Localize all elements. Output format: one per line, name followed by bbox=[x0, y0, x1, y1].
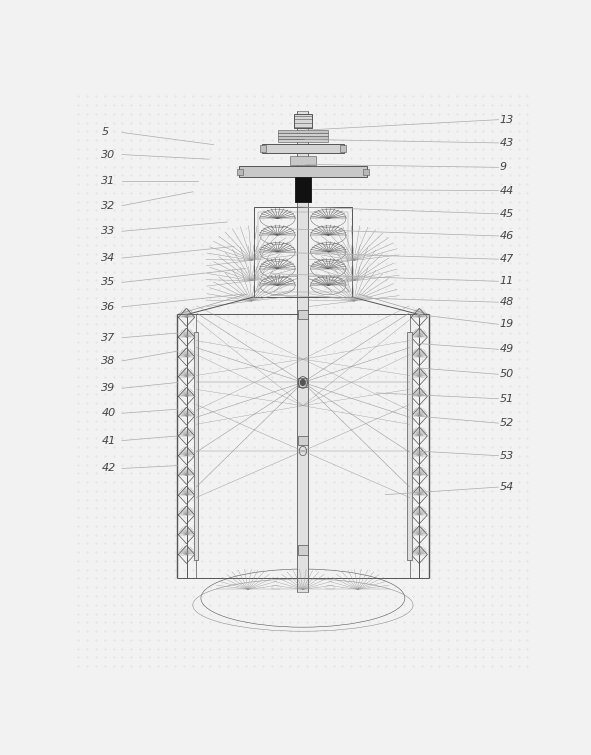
Text: 38: 38 bbox=[102, 356, 116, 366]
Text: 13: 13 bbox=[500, 115, 514, 125]
Text: 5: 5 bbox=[102, 128, 109, 137]
Bar bbox=[407, 332, 412, 560]
Text: 35: 35 bbox=[102, 277, 116, 288]
Text: 52: 52 bbox=[500, 418, 514, 428]
Text: 30: 30 bbox=[102, 149, 116, 159]
Text: 45: 45 bbox=[500, 209, 514, 219]
Text: 40: 40 bbox=[102, 408, 116, 418]
Text: 50: 50 bbox=[500, 369, 514, 379]
Bar bbox=[340, 145, 346, 152]
Bar bbox=[295, 177, 311, 202]
Bar bbox=[239, 166, 367, 177]
Text: 39: 39 bbox=[102, 384, 116, 393]
Bar bbox=[258, 211, 348, 292]
Text: 19: 19 bbox=[500, 319, 514, 329]
Text: 34: 34 bbox=[102, 253, 116, 263]
Bar bbox=[298, 310, 308, 319]
Text: 11: 11 bbox=[500, 276, 514, 286]
Text: 33: 33 bbox=[102, 226, 116, 236]
Bar bbox=[194, 332, 199, 560]
Text: 46: 46 bbox=[500, 231, 514, 241]
Circle shape bbox=[301, 380, 305, 385]
Text: 31: 31 bbox=[102, 176, 116, 186]
Bar bbox=[298, 436, 308, 445]
Text: 41: 41 bbox=[102, 436, 116, 445]
Text: 53: 53 bbox=[500, 451, 514, 461]
Text: 44: 44 bbox=[500, 186, 514, 196]
Text: 32: 32 bbox=[102, 201, 116, 211]
Bar bbox=[278, 130, 328, 133]
Bar bbox=[298, 378, 308, 387]
Bar bbox=[278, 136, 328, 139]
Text: 47: 47 bbox=[500, 254, 514, 264]
Text: 54: 54 bbox=[500, 482, 514, 492]
Bar bbox=[237, 169, 243, 175]
Bar bbox=[278, 139, 328, 142]
Bar bbox=[262, 144, 344, 153]
Text: 9: 9 bbox=[500, 162, 507, 172]
Text: 37: 37 bbox=[102, 333, 116, 343]
Bar bbox=[298, 545, 308, 554]
Bar bbox=[290, 156, 316, 165]
Text: 42: 42 bbox=[102, 464, 116, 473]
Text: 48: 48 bbox=[500, 297, 514, 307]
Bar bbox=[260, 145, 265, 152]
Bar bbox=[363, 169, 369, 175]
Text: 49: 49 bbox=[500, 344, 514, 354]
Bar bbox=[294, 114, 312, 128]
Bar bbox=[297, 111, 309, 593]
Text: 43: 43 bbox=[500, 138, 514, 148]
Bar bbox=[278, 133, 328, 136]
Text: 51: 51 bbox=[500, 393, 514, 404]
Bar bbox=[254, 207, 352, 297]
Text: 36: 36 bbox=[102, 302, 116, 312]
